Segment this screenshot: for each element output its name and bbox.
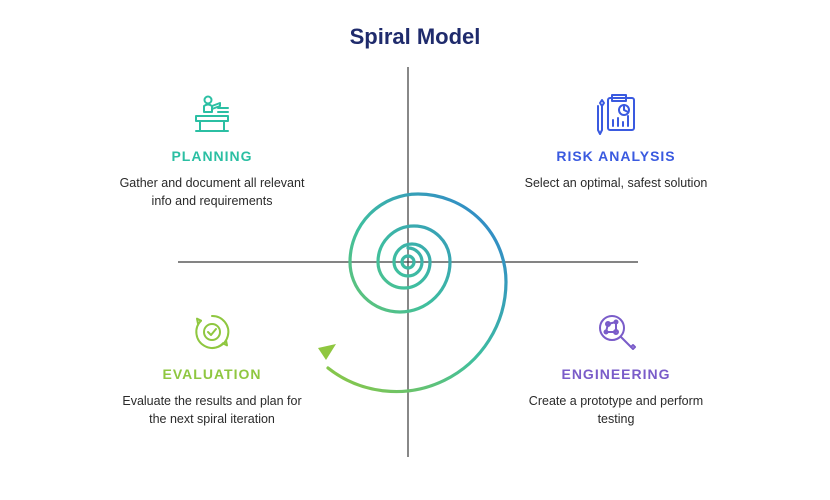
risk-body: Select an optimal, safest solution	[516, 174, 716, 192]
evaluation-body: Evaluate the results and plan for the ne…	[112, 392, 312, 428]
engineering-body: Create a prototype and perform testing	[516, 392, 716, 428]
planning-body: Gather and document all relevant info an…	[112, 174, 312, 210]
evaluation-heading: EVALUATION	[112, 366, 312, 382]
planning-heading: PLANNING	[112, 148, 312, 164]
engineering-heading: ENGINEERING	[516, 366, 716, 382]
spiral-arrow	[318, 344, 336, 360]
risk-icon	[516, 92, 716, 136]
quadrant-engineering: ENGINEERING Create a prototype and perfo…	[516, 310, 716, 428]
quadrant-planning: PLANNING Gather and document all relevan…	[112, 92, 312, 210]
planning-icon	[112, 92, 312, 136]
evaluation-icon	[112, 310, 312, 354]
quadrant-risk: RISK ANALYSIS Select an optimal, safest …	[516, 92, 716, 192]
quadrant-evaluation: EVALUATION Evaluate the results and plan…	[112, 310, 312, 428]
spiral-path	[328, 194, 506, 392]
risk-heading: RISK ANALYSIS	[516, 148, 716, 164]
engineering-icon	[516, 310, 716, 354]
